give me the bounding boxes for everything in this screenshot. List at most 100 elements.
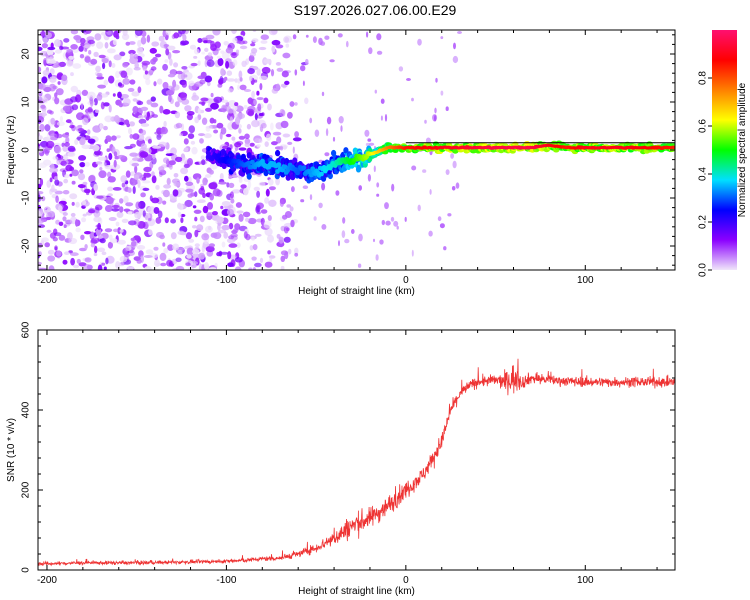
noise-speckle bbox=[390, 216, 395, 222]
noise-speckle bbox=[53, 232, 62, 237]
noise-speckle bbox=[102, 62, 106, 70]
noise-speckle bbox=[221, 104, 227, 113]
noise-speckle bbox=[270, 122, 274, 131]
noise-speckle bbox=[342, 217, 346, 224]
noise-speckle bbox=[136, 47, 144, 54]
noise-speckle bbox=[186, 113, 193, 121]
noise-speckle bbox=[173, 62, 179, 68]
noise-speckle bbox=[121, 182, 126, 188]
noise-speckle bbox=[234, 266, 242, 270]
noise-speckle bbox=[201, 117, 208, 125]
noise-speckle bbox=[305, 58, 309, 65]
noise-speckle bbox=[90, 58, 98, 65]
noise-speckle bbox=[98, 54, 106, 59]
noise-speckle bbox=[249, 245, 254, 251]
noise-speckle bbox=[44, 124, 51, 132]
noise-speckle bbox=[187, 193, 193, 198]
noise-speckle bbox=[127, 87, 135, 92]
noise-speckle bbox=[235, 202, 242, 208]
noise-speckle bbox=[238, 128, 242, 134]
noise-speckle bbox=[213, 129, 219, 134]
noise-speckle bbox=[210, 40, 215, 48]
noise-speckle bbox=[375, 254, 379, 261]
noise-speckle bbox=[209, 193, 214, 201]
noise-speckle bbox=[437, 216, 442, 222]
noise-speckle bbox=[200, 71, 207, 79]
noise-speckle bbox=[251, 256, 257, 261]
noise-speckle bbox=[381, 219, 385, 226]
noise-speckle bbox=[212, 30, 221, 36]
noise-speckle bbox=[147, 138, 152, 144]
noise-speckle bbox=[223, 231, 229, 239]
noise-speckle bbox=[38, 162, 47, 168]
noise-speckle bbox=[239, 45, 248, 50]
colorbar-label: Normalized spectral amplitude bbox=[737, 82, 748, 217]
noise-speckle bbox=[111, 204, 120, 209]
noise-speckle bbox=[183, 74, 188, 78]
noise-speckle bbox=[38, 267, 47, 270]
noise-speckle bbox=[429, 189, 432, 195]
noise-speckle bbox=[270, 69, 275, 77]
noise-speckle bbox=[93, 216, 102, 223]
noise-speckle bbox=[226, 208, 234, 216]
noise-speckle bbox=[201, 159, 206, 166]
noise-speckle bbox=[144, 70, 148, 75]
noise-speckle bbox=[67, 232, 73, 241]
noise-speckle bbox=[234, 102, 239, 107]
noise-speckle bbox=[42, 69, 50, 76]
noise-speckle bbox=[219, 131, 223, 140]
noise-speckle bbox=[62, 216, 67, 222]
noise-speckle bbox=[240, 184, 247, 189]
noise-speckle bbox=[80, 37, 86, 44]
noise-speckle bbox=[318, 37, 323, 46]
noise-speckle bbox=[80, 102, 84, 110]
noise-speckle bbox=[95, 65, 101, 73]
noise-speckle bbox=[263, 58, 272, 64]
noise-speckle bbox=[358, 185, 363, 191]
noise-speckle bbox=[183, 147, 189, 152]
noise-speckle bbox=[219, 173, 224, 180]
noise-speckle bbox=[341, 230, 346, 239]
noise-speckle bbox=[70, 44, 78, 50]
noise-speckle bbox=[199, 79, 206, 85]
noise-speckle bbox=[246, 123, 251, 130]
noise-speckle bbox=[452, 160, 457, 169]
noise-speckle bbox=[192, 248, 200, 255]
noise-speckle bbox=[304, 97, 309, 105]
noise-speckle bbox=[79, 138, 86, 146]
noise-speckle bbox=[104, 228, 113, 233]
noise-speckle bbox=[267, 250, 271, 255]
snr-series-line bbox=[38, 358, 675, 567]
noise-speckle bbox=[136, 259, 142, 264]
noise-speckle bbox=[188, 80, 195, 87]
noise-speckle bbox=[182, 34, 187, 41]
noise-speckle bbox=[64, 174, 70, 179]
noise-speckle bbox=[376, 193, 380, 197]
noise-speckle bbox=[140, 123, 150, 127]
noise-speckle bbox=[244, 217, 250, 222]
noise-speckle bbox=[143, 110, 147, 119]
noise-speckle bbox=[452, 55, 459, 64]
noise-speckle bbox=[84, 56, 91, 63]
noise-speckle bbox=[321, 224, 327, 230]
noise-speckle bbox=[248, 267, 253, 270]
noise-speckle bbox=[115, 70, 120, 79]
noise-speckle bbox=[95, 228, 102, 237]
noise-speckle bbox=[294, 102, 298, 106]
noise-speckle bbox=[69, 124, 75, 129]
noise-speckle bbox=[440, 90, 444, 96]
noise-speckle bbox=[184, 72, 193, 81]
colorbar-tick-label: 0.4 bbox=[698, 167, 709, 181]
noise-speckle bbox=[221, 241, 226, 248]
noise-speckle bbox=[205, 225, 213, 233]
noise-speckle bbox=[60, 62, 66, 67]
noise-speckle bbox=[38, 242, 43, 248]
noise-speckle bbox=[104, 205, 113, 212]
noise-speckle bbox=[54, 49, 62, 54]
noise-speckle bbox=[422, 169, 427, 173]
noise-speckle bbox=[175, 156, 183, 163]
noise-speckle bbox=[38, 224, 45, 228]
noise-speckle bbox=[287, 141, 293, 145]
noise-speckle bbox=[177, 202, 182, 209]
noise-speckle bbox=[151, 175, 157, 184]
